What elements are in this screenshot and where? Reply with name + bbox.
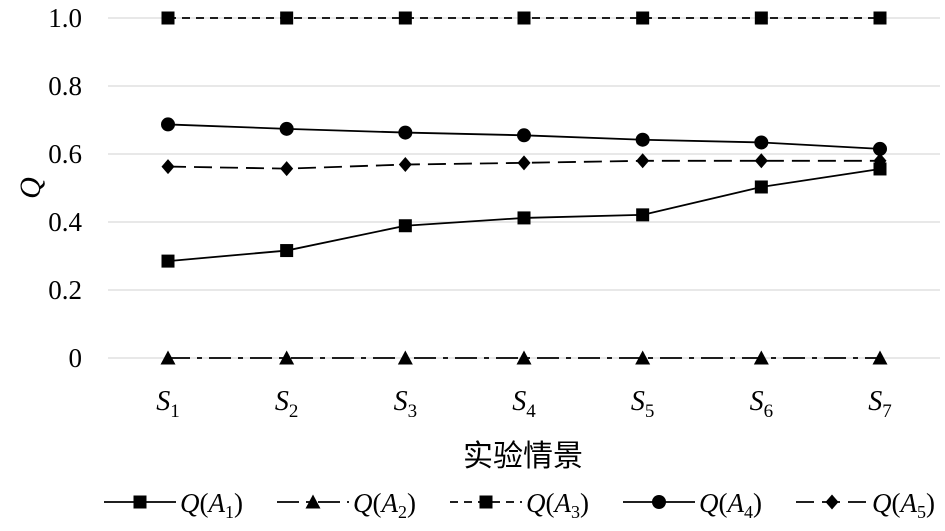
- series-lines: [160, 11, 888, 365]
- legend-item: Q(A5): [796, 488, 935, 522]
- data-point: [636, 153, 650, 169]
- legend-label: Q(A2): [353, 488, 416, 522]
- data-point: [161, 117, 175, 132]
- x-tick-label: S1: [156, 386, 180, 422]
- data-point: [161, 254, 175, 268]
- y-tick-labels: 0 0.2 0.4 0.6 0.8 1.0: [48, 3, 82, 373]
- data-point: [635, 132, 650, 147]
- data-point: [635, 350, 651, 365]
- data-point: [517, 211, 531, 225]
- x-tick-label: S2: [275, 386, 299, 422]
- data-point: [280, 244, 294, 258]
- legend-label: Q(A1): [180, 488, 243, 522]
- series-4: [161, 117, 887, 156]
- y-axis-label: Q: [14, 177, 47, 199]
- data-point: [873, 153, 887, 169]
- series-5: [161, 153, 887, 177]
- legend-item: Q(A2): [277, 488, 416, 522]
- x-tick-label: S5: [631, 386, 655, 422]
- legend-item: Q(A4): [623, 488, 762, 522]
- legend-marker: [652, 495, 666, 509]
- data-point: [398, 11, 412, 25]
- y-tick-label: 0.6: [48, 139, 82, 169]
- data-point: [279, 121, 294, 136]
- data-point: [873, 11, 887, 25]
- data-point: [636, 11, 650, 25]
- data-point: [398, 219, 412, 233]
- data-point: [398, 157, 412, 173]
- data-point: [161, 159, 175, 175]
- series-3: [161, 11, 887, 25]
- data-point: [280, 161, 294, 177]
- gridlines: [108, 17, 940, 359]
- legend: Q(A1) Q(A2) Q(A3) Q(A4) Q(A5): [104, 488, 935, 522]
- data-point: [397, 350, 413, 365]
- x-axis-label: 实验情景: [463, 439, 583, 474]
- data-point: [754, 11, 768, 25]
- data-point: [517, 128, 531, 143]
- legend-label: Q(A5): [872, 488, 935, 522]
- data-point: [873, 141, 887, 156]
- data-point: [517, 155, 531, 171]
- data-point: [280, 11, 294, 25]
- x-tick-labels: S1 S2 S3 S4 S5 S6 S7: [156, 386, 892, 422]
- y-tick-label: 1.0: [48, 3, 82, 33]
- legend-label: Q(A4): [699, 488, 762, 522]
- legend-item: Q(A3): [450, 488, 589, 522]
- data-point: [754, 180, 768, 194]
- data-point: [516, 350, 532, 365]
- y-tick-label: 0.4: [48, 207, 82, 237]
- y-tick-label: 0.2: [48, 275, 82, 305]
- series-2: [160, 350, 888, 365]
- x-tick-label: S6: [750, 386, 774, 422]
- data-point: [873, 162, 887, 176]
- data-point: [279, 350, 295, 365]
- x-tick-label: S7: [868, 386, 892, 422]
- legend-marker: [133, 495, 147, 509]
- legend-marker: [479, 495, 493, 509]
- data-point: [398, 125, 413, 140]
- x-tick-label: S4: [512, 386, 536, 422]
- data-point: [754, 153, 768, 169]
- data-point: [753, 350, 769, 365]
- data-point: [872, 350, 888, 365]
- legend-marker: [305, 494, 321, 509]
- legend-marker: [825, 494, 839, 510]
- data-point: [636, 208, 650, 222]
- legend-item: Q(A1): [104, 488, 243, 522]
- series-1: [161, 162, 887, 268]
- x-tick-label: S3: [394, 386, 418, 422]
- data-point: [160, 350, 176, 365]
- data-point: [754, 135, 769, 150]
- data-point: [517, 11, 531, 25]
- legend-label: Q(A3): [526, 488, 589, 522]
- data-point: [161, 11, 175, 25]
- y-tick-label: 0: [69, 343, 83, 373]
- y-tick-label: 0.8: [48, 71, 82, 101]
